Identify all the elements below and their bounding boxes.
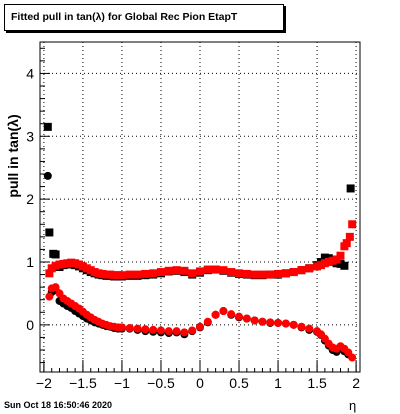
data-points xyxy=(43,122,357,362)
red-square-point xyxy=(345,232,354,241)
red-circle-point xyxy=(164,327,173,336)
black-square-point xyxy=(340,261,349,270)
red-circle-point xyxy=(219,307,228,316)
red-square-point xyxy=(188,269,197,278)
red-circle-point xyxy=(51,283,60,292)
red-circle-point xyxy=(289,320,298,329)
red-square-point xyxy=(196,267,204,276)
y-axis-label-wrap: pull in tan(λ) xyxy=(5,114,21,197)
x-tick-label: 2 xyxy=(352,375,360,391)
red-circle-point xyxy=(203,317,212,326)
red-circle-point xyxy=(258,317,267,326)
red-square-point xyxy=(297,266,306,275)
x-tick-label: −0.5 xyxy=(147,375,175,391)
y-axis-label: pull in tan(λ) xyxy=(5,114,21,198)
x-tick-label: 0 xyxy=(196,375,204,391)
black-square-point xyxy=(43,122,52,131)
y-tick-label: 2 xyxy=(26,191,34,207)
red-circle-point xyxy=(133,324,142,333)
red-circle-point xyxy=(274,318,283,327)
red-square-point xyxy=(289,268,298,277)
red-circle-point xyxy=(156,326,165,335)
red-square-point xyxy=(336,251,345,260)
black-square-point xyxy=(51,250,60,259)
red-square-point xyxy=(281,269,290,278)
red-circle-point xyxy=(172,327,181,336)
red-square-point xyxy=(156,268,165,277)
red-square-point xyxy=(305,264,314,273)
red-square-point xyxy=(172,266,181,275)
red-square-point xyxy=(211,265,220,274)
y-tick-label: 3 xyxy=(26,128,34,144)
red-circle-point xyxy=(281,319,290,328)
y-tick-label: 0 xyxy=(26,317,34,333)
y-tick-label: 4 xyxy=(26,65,34,81)
x-tick-label: 0.5 xyxy=(229,375,249,391)
chart-title: Fitted pull in tan(λ) for Global Rec Pio… xyxy=(11,11,238,23)
x-tick-label: 1.5 xyxy=(307,375,327,391)
red-square-point xyxy=(258,270,267,279)
x-axis-label: η xyxy=(349,398,357,413)
red-circle-point xyxy=(117,323,126,332)
red-square-point xyxy=(348,220,357,229)
red-square-point xyxy=(250,270,259,279)
red-circle-point xyxy=(348,353,357,362)
black-circle-point xyxy=(43,171,52,180)
chart-title-box: Fitted pull in tan(λ) for Global Rec Pio… xyxy=(4,4,284,31)
red-square-point xyxy=(274,269,283,278)
x-tick-label: 1 xyxy=(274,375,282,391)
x-axis-ticks: −2 −1.5 −1 −0.5 0 0.5 1 1.5 2 xyxy=(36,360,360,391)
timestamp-footer: Sun Oct 18 16:50:46 2020 xyxy=(4,400,113,410)
black-square-point xyxy=(45,228,54,237)
x-tick-label: −1 xyxy=(114,375,130,391)
red-square-point xyxy=(342,239,351,248)
red-square-point xyxy=(219,266,228,275)
red-circle-point xyxy=(305,324,314,333)
x-tick-label: −2 xyxy=(36,375,52,391)
red-circle-point xyxy=(45,292,54,301)
red-circle-point xyxy=(141,325,150,334)
red-circle-point xyxy=(227,310,236,319)
red-square-point xyxy=(45,269,54,278)
red-circle-point xyxy=(266,318,275,327)
series-0 xyxy=(43,122,355,281)
red-square-point xyxy=(242,269,251,278)
red-square-point xyxy=(133,270,142,279)
red-circle-point xyxy=(250,316,259,325)
red-circle-point xyxy=(211,310,220,319)
red-circle-point xyxy=(149,325,158,334)
y-tick-label: 1 xyxy=(26,254,34,270)
red-square-point xyxy=(266,270,275,279)
red-circle-point xyxy=(297,322,306,331)
red-square-point xyxy=(141,269,150,278)
red-square-point xyxy=(203,265,212,274)
red-circle-point xyxy=(196,322,204,331)
red-square-point xyxy=(227,268,236,277)
series-2 xyxy=(45,220,357,280)
red-circle-point xyxy=(125,324,134,332)
red-square-point xyxy=(117,271,126,280)
red-square-point xyxy=(235,269,244,278)
red-square-point xyxy=(180,266,189,275)
red-square-point xyxy=(164,266,173,275)
y-axis-ticks: 0 1 2 3 4 xyxy=(26,47,50,364)
red-circle-point xyxy=(188,326,197,335)
red-square-point xyxy=(149,269,158,278)
red-circle-point xyxy=(235,312,244,321)
series-3 xyxy=(45,283,357,362)
black-square-point xyxy=(346,184,355,193)
x-tick-label: −1.5 xyxy=(69,375,97,391)
red-circle-point xyxy=(242,314,251,323)
red-square-point xyxy=(125,270,134,279)
red-circle-point xyxy=(180,328,189,337)
